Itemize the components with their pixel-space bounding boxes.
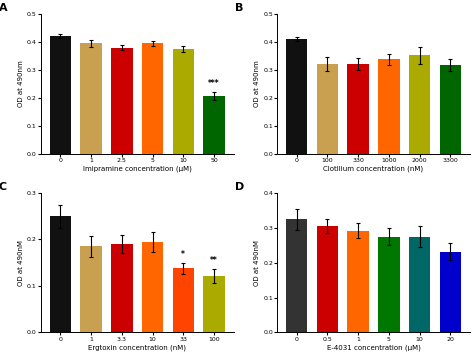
X-axis label: Imipramine concentration (μM): Imipramine concentration (μM) [83, 165, 191, 172]
Text: C: C [0, 182, 7, 192]
Bar [203, 96, 225, 153]
Bar [378, 236, 400, 332]
Bar [439, 65, 461, 153]
Bar [286, 39, 308, 153]
Bar [317, 226, 338, 332]
X-axis label: E-4031 concentration (μM): E-4031 concentration (μM) [327, 344, 420, 351]
Bar [173, 268, 194, 332]
Bar [81, 43, 102, 153]
Y-axis label: OD at 490nm: OD at 490nm [255, 60, 260, 107]
Bar [111, 48, 133, 153]
Bar [81, 246, 102, 332]
Bar [50, 37, 71, 153]
Bar [378, 59, 400, 153]
Text: *: * [182, 250, 185, 258]
Bar [173, 49, 194, 153]
Bar [347, 231, 369, 332]
Bar [50, 216, 71, 332]
Text: D: D [235, 182, 244, 192]
Bar [317, 64, 338, 153]
Bar [111, 244, 133, 332]
Bar [142, 43, 164, 153]
Bar [286, 219, 308, 332]
Bar [203, 276, 225, 332]
Text: **: ** [210, 256, 218, 264]
X-axis label: Clotilium concentration (nM): Clotilium concentration (nM) [323, 165, 424, 172]
Text: B: B [235, 3, 243, 13]
Y-axis label: OD at 490nM: OD at 490nM [18, 240, 24, 286]
Y-axis label: OD at 490nm: OD at 490nm [18, 60, 24, 107]
Bar [142, 242, 164, 332]
X-axis label: Ergtoxin concentration (nM): Ergtoxin concentration (nM) [88, 344, 186, 351]
Text: ***: *** [208, 79, 220, 88]
Y-axis label: OD at 490nM: OD at 490nM [255, 240, 260, 286]
Bar [347, 64, 369, 153]
Bar [409, 236, 430, 332]
Bar [409, 55, 430, 153]
Text: A: A [0, 3, 7, 13]
Bar [439, 252, 461, 332]
